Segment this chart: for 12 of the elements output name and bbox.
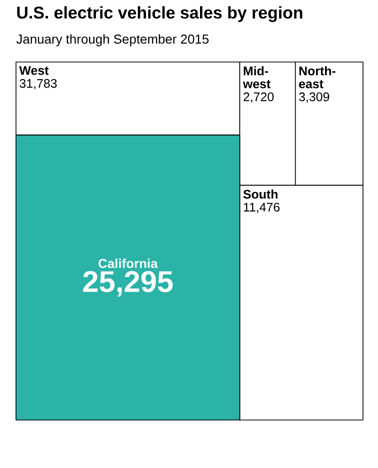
data-label: 3,309 [299,92,330,103]
category-label: North-east [299,66,336,88]
text: U.S. electric vehicle sales by region [17,6,302,22]
data-label: 11,476 [244,202,280,214]
text: January through September 2015 [16,34,209,46]
category-label: Mid-west [242,66,270,88]
data-label: 31,783 [20,79,57,90]
data-label: 25,295 [83,271,173,297]
category-label: West [19,66,49,75]
data-label: 2,720 [244,92,274,103]
category-label: South [243,189,278,199]
category-label: California [98,258,158,268]
